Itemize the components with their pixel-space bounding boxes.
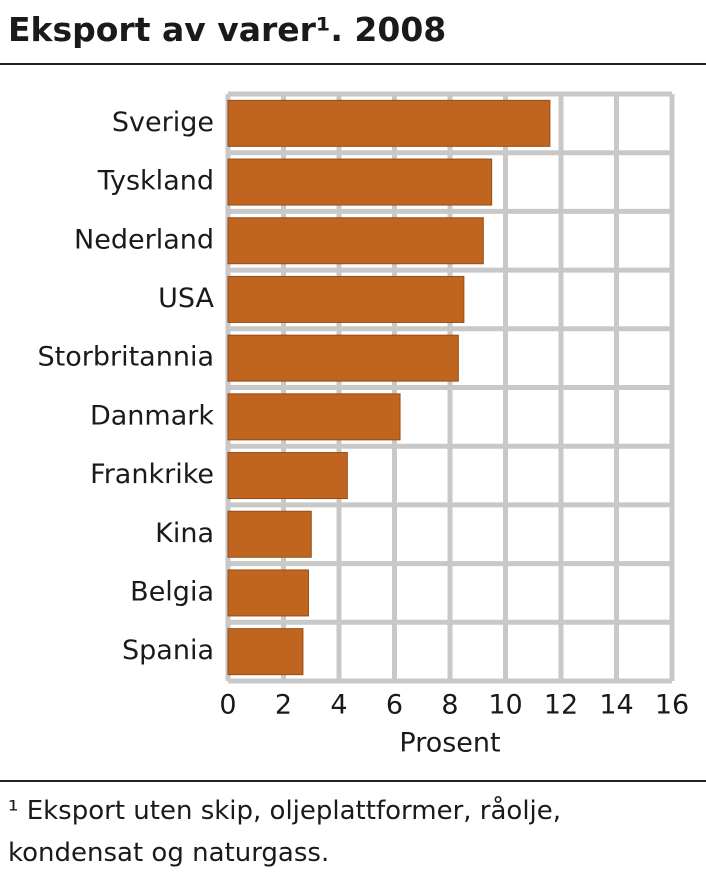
bar [227,569,309,617]
y-tick-label: Kina [155,518,214,549]
y-tick-label: Spania [122,635,214,666]
footnote: ¹ Eksport uten skip, oljeplattformer, rå… [8,796,562,868]
bar [227,334,459,382]
x-tick-label: 10 [488,690,522,721]
bar [227,510,312,558]
x-tick-label: 14 [599,690,633,721]
x-tick-label: 16 [655,690,689,721]
y-tick-label: Belgia [130,576,214,607]
x-tick-label: 12 [544,690,578,721]
y-tick-label: Frankrike [90,459,214,490]
bar [227,275,465,323]
x-axis-label: Prosent [399,728,500,759]
y-tick-label: Storbritannia [38,342,215,373]
x-tick-label: 0 [219,690,236,721]
chart-title: Eksport av varer¹. 2008 [8,10,447,49]
bar [227,628,304,676]
y-tick-label: Tyskland [97,166,214,197]
x-tick-label: 4 [330,690,347,721]
x-tick-label: 8 [441,690,458,721]
x-tick-label: 2 [275,690,292,721]
y-tick-label: Nederland [74,224,214,255]
bar [227,217,484,265]
y-tick-label: Danmark [90,400,214,431]
bar [227,99,551,147]
bar [227,158,493,206]
bar [227,393,401,441]
y-tick-label: USA [158,283,214,314]
bar [227,452,348,500]
x-tick-label: 6 [386,690,403,721]
y-tick-label: Sverige [112,107,214,138]
